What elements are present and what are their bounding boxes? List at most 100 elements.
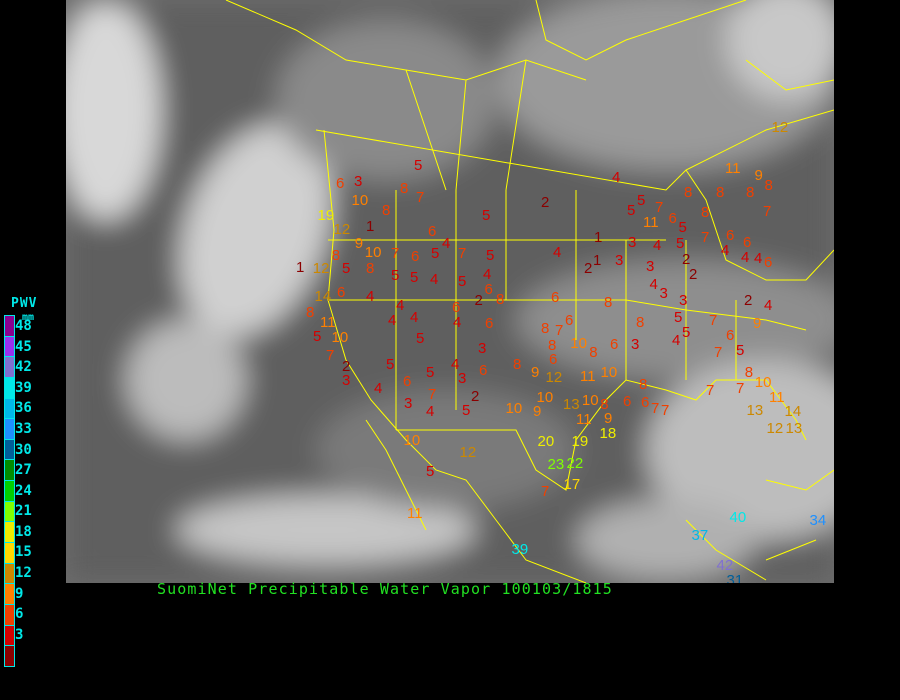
- legend-unit: mm: [22, 312, 35, 323]
- station-pwv-value: 8: [716, 183, 725, 201]
- station-pwv-value: 7: [709, 311, 718, 329]
- legend-swatch: [5, 604, 14, 626]
- legend-swatch: [5, 563, 14, 585]
- station-pwv-value: 9: [354, 234, 364, 252]
- station-pwv-value: 8: [701, 203, 710, 221]
- station-pwv-value: 12: [766, 419, 784, 437]
- station-pwv-value: 9: [753, 314, 762, 332]
- station-pwv-value: 6: [668, 209, 677, 227]
- station-pwv-value: 18: [599, 424, 617, 442]
- station-pwv-value: 7: [555, 321, 564, 339]
- legend-swatch: [5, 377, 14, 399]
- legend-label: 24: [15, 482, 32, 499]
- station-pwv-value: 6: [623, 392, 632, 410]
- station-pwv-value: 5: [458, 272, 467, 290]
- station-pwv-value: 7: [391, 244, 400, 262]
- station-pwv-value: 8: [744, 363, 754, 381]
- station-pwv-value: 5: [637, 191, 646, 209]
- station-pwv-value: 4: [483, 266, 492, 283]
- station-pwv-value: 11: [725, 159, 741, 177]
- station-pwv-value: 8: [366, 259, 375, 277]
- station-pwv-value: 10: [331, 328, 349, 346]
- station-pwv-value: 7: [416, 188, 425, 206]
- station-pwv-value: 7: [763, 202, 772, 220]
- station-pwv-value: 4: [451, 355, 460, 373]
- station-pwv-value: 3: [631, 335, 640, 353]
- legend-swatch: [5, 336, 14, 358]
- station-pwv-value: 11: [320, 313, 336, 331]
- station-pwv-value: 8: [496, 290, 505, 308]
- station-pwv-value: 5: [431, 244, 440, 262]
- station-pwv-value: 4: [653, 236, 662, 254]
- station-pwv-value: 17: [563, 475, 581, 493]
- station-pwv-value: 6: [452, 298, 461, 316]
- legend-label: 30: [15, 441, 32, 458]
- station-pwv-value: 1: [366, 217, 375, 235]
- station-pwv-value: 7: [458, 244, 467, 262]
- station-pwv-value: 2: [744, 291, 753, 309]
- station-pwv-value: 20: [537, 432, 555, 450]
- station-pwv-value: 9: [754, 166, 763, 184]
- station-pwv-value: 13: [785, 419, 803, 437]
- station-pwv-value: 2: [342, 357, 351, 375]
- station-pwv-value: 3: [679, 291, 688, 309]
- station-pwv-value: 10: [600, 363, 618, 381]
- station-pwv-value: 8: [604, 293, 613, 311]
- station-pwv-value: 10: [364, 243, 382, 261]
- station-pwv-value: 4: [721, 241, 730, 259]
- station-pwv-value: 12: [771, 118, 789, 136]
- station-pwv-value: 6: [403, 372, 412, 390]
- station-pwv-value: 6: [428, 222, 437, 240]
- station-pwv-value: 7: [655, 198, 664, 216]
- legend-label: 21: [15, 503, 32, 520]
- legend-swatch: [5, 357, 14, 378]
- station-pwv-value: 8: [331, 246, 341, 264]
- station-pwv-value: 7: [428, 385, 437, 403]
- legend-label: 39: [15, 379, 32, 396]
- station-pwv-value: 6: [411, 247, 420, 265]
- station-pwv-value: 22: [566, 454, 584, 472]
- station-pwv-value: 8: [306, 303, 315, 321]
- legend-swatch: [5, 501, 14, 523]
- legend-swatch: [5, 460, 14, 482]
- station-pwv-value: 5: [414, 156, 423, 174]
- station-pwv-value: 8: [764, 176, 773, 194]
- station-pwv-value: 9: [604, 409, 613, 427]
- station-pwv-value: 6: [336, 174, 345, 192]
- legend-swatch: [5, 439, 14, 461]
- station-pwv-value: 4: [649, 275, 658, 293]
- station-pwv-value: 12: [312, 259, 330, 277]
- station-pwv-value: 5: [313, 327, 322, 345]
- station-pwv-value: 6: [484, 281, 493, 298]
- station-pwv-value: 8: [548, 336, 557, 354]
- station-pwv-value: 10: [581, 391, 599, 409]
- station-pwv-value: 4: [366, 287, 375, 305]
- station-pwv-value: 5: [678, 218, 687, 236]
- legend-swatch: [5, 584, 14, 605]
- station-pwv-value: 6: [726, 326, 735, 344]
- station-pwv-value: 5: [391, 266, 400, 284]
- station-pwv-value: 6: [551, 288, 560, 306]
- station-pwv-value: 6: [479, 361, 488, 379]
- station-pwv-value: 4: [426, 402, 435, 420]
- station-pwv-value: 2: [584, 259, 593, 277]
- station-pwv-value: 3: [458, 369, 467, 387]
- station-pwv-value: 8: [639, 375, 648, 393]
- station-pwv-value: 4: [388, 311, 397, 329]
- station-pwv-value: 7: [661, 401, 670, 419]
- station-pwv-value: 2: [682, 250, 691, 268]
- station-pwv-value: 5: [486, 246, 495, 264]
- station-pwv-value: 7: [701, 228, 710, 246]
- station-pwv-value: 6: [610, 335, 619, 353]
- map-background: [66, 0, 834, 583]
- station-pwv-value: 3: [659, 284, 668, 302]
- station-pwv-value: 8: [684, 183, 693, 201]
- station-pwv-value: 1: [296, 258, 305, 276]
- station-pwv-value: 4: [396, 296, 405, 314]
- station-pwv-value: 5: [426, 363, 435, 381]
- station-pwv-value: 9: [533, 402, 542, 420]
- station-pwv-value: 5: [416, 329, 425, 347]
- legend-swatch: [5, 522, 14, 544]
- station-pwv-value: 5: [462, 401, 471, 419]
- station-pwv-value: 2: [541, 193, 550, 211]
